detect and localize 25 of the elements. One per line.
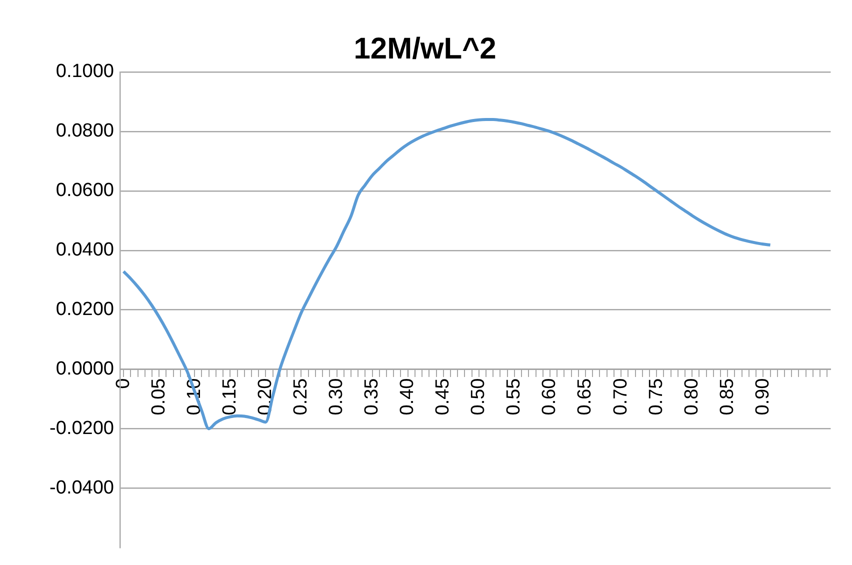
x-tick-label: 0.30	[326, 378, 347, 416]
x-tick-label: 0.80	[681, 378, 702, 416]
x-tick-label: 0.85	[716, 378, 738, 416]
x-tick-label: 0.60	[539, 378, 560, 416]
x-tick-label: 0.75	[646, 378, 667, 416]
y-tick-label: 0.0800	[56, 120, 114, 142]
y-tick-label: 0.0200	[56, 299, 114, 320]
x-tick-label: 0.35	[362, 378, 383, 416]
y-tick-label: 0.0600	[56, 180, 114, 202]
x-tick-label: 0.50	[468, 378, 490, 416]
x-tick-label: 0.70	[610, 378, 632, 416]
x-tick-label: 0.55	[504, 378, 525, 416]
chart-title: 12M/wL^2	[354, 32, 496, 66]
y-tick-label: 0.0000	[56, 358, 114, 380]
x-tick-label: 0.05	[148, 378, 170, 416]
x-tick-label: 0.25	[290, 378, 312, 416]
y-tick-label: -0.0200	[50, 418, 114, 439]
y-tick-label: -0.0400	[50, 477, 114, 498]
x-tick-label: 0.45	[432, 378, 454, 416]
y-tick-label: 0.0400	[56, 240, 114, 261]
y-tick-label: 0.1000	[56, 61, 114, 82]
x-tick-label: 0.15	[219, 378, 240, 416]
x-tick-label: 0.40	[397, 378, 418, 416]
x-tick-label: 0.65	[574, 378, 596, 416]
x-tick-label: 0.90	[752, 378, 774, 416]
